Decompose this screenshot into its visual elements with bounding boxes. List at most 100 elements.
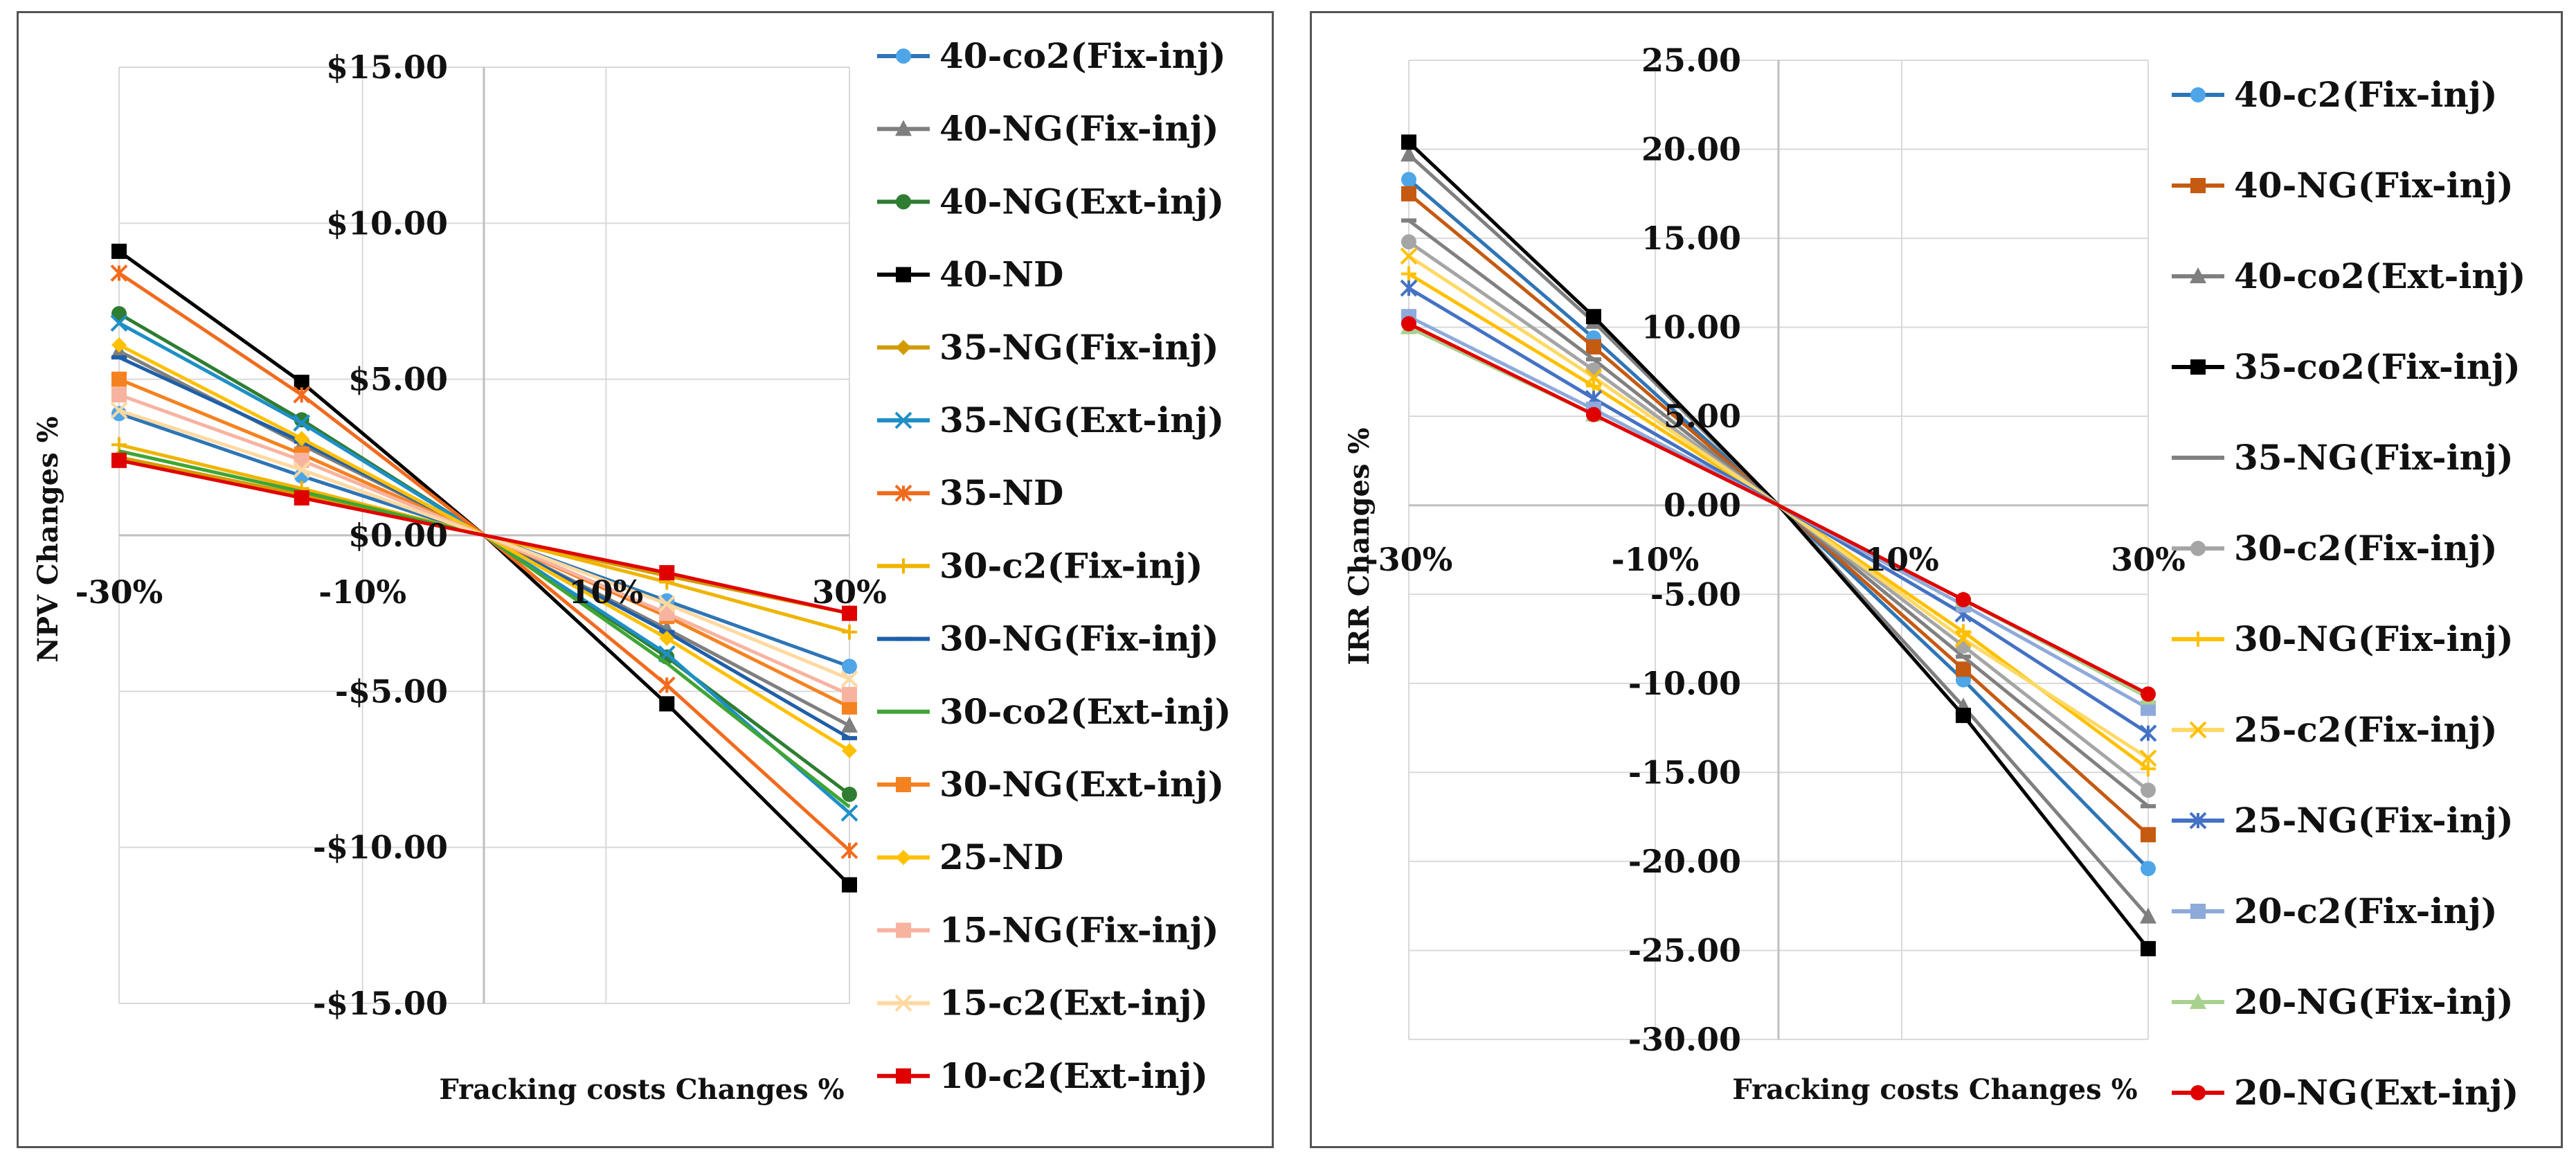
legend-label: 35-co2(Fix-inj) [2234, 346, 2521, 387]
data-point [111, 355, 127, 360]
data-point [1401, 234, 1416, 250]
tick-labels: 25.00 20.00 15.00 10.00 5.00 0.00 -5.00 -10.00 -… [1365, 42, 2186, 1058]
legend-marker [896, 339, 911, 355]
y-tick-label: -30.00 [1628, 1021, 1741, 1058]
legend-marker [894, 484, 912, 502]
data-point [1586, 357, 1601, 361]
data-point [111, 437, 127, 453]
data-point [293, 386, 311, 404]
legend-item: 35-NG(Ext-inj) [877, 400, 1224, 440]
npv-chart-panel: $15.00 $10.00 $5.00 $0.00 -$5.00 -$10.00 -$15.… [17, 11, 1274, 1148]
y-tick-label: -$5.00 [335, 672, 448, 710]
data-point [840, 841, 858, 859]
y-axis-label: IRR Changes % [1343, 428, 1376, 665]
legend-label: 35-ND [939, 472, 1063, 513]
y-tick-label: $5.00 [348, 361, 448, 398]
y-axis-label: NPV Changes % [32, 416, 64, 662]
legend-item: 35-co2(Fix-inj) [2172, 346, 2521, 387]
x-axis-label: Fracking costs Changes % [1732, 1073, 2137, 1106]
data-point [842, 787, 857, 803]
data-point [842, 735, 857, 740]
legend-label: 10-c2(Ext-inj) [939, 1055, 1208, 1096]
y-tick-label: $15.00 [326, 48, 448, 86]
legend-label: 40-NG(Fix-inj) [939, 108, 1219, 149]
data-point [842, 686, 857, 702]
legend-marker [2189, 721, 2207, 739]
y-tick-label: 25.00 [1641, 42, 1741, 79]
data-point [2141, 940, 2156, 956]
y-tick-label: 0.00 [1664, 487, 1741, 524]
y-tick-label: -$10.00 [313, 829, 448, 866]
data-point [1956, 654, 1971, 659]
data-point [1400, 247, 1418, 265]
data-point [1585, 368, 1603, 386]
legend-label: 40-c2(Fix-inj) [2234, 74, 2498, 115]
legend-label: 35-NG(Fix-inj) [2234, 437, 2514, 478]
legend-label: 30-NG(Ext-inj) [939, 764, 1224, 805]
y-tick-label: 5.00 [1664, 397, 1741, 435]
legend-item: 15-c2(Ext-inj) [877, 983, 1208, 1024]
y-tick-label: -15.00 [1628, 753, 1741, 791]
data-point [111, 406, 127, 422]
legend-label: 25-NG(Fix-inj) [2234, 800, 2514, 841]
legend-marker [894, 411, 912, 429]
legend: 40-co2(Fix-inj) 40-NG(Fix-inj) 40-NG(Ext-i… [877, 35, 1231, 1096]
legend-marker [2189, 812, 2207, 830]
data-point [1400, 145, 1417, 162]
data-point [1401, 316, 1416, 332]
legend-item: 10-c2(Ext-inj) [877, 1055, 1208, 1096]
legend-label: 40-co2(Fix-inj) [939, 35, 1226, 76]
tick-labels: $15.00 $10.00 $5.00 $0.00 -$5.00 -$10.00 -$15.… [75, 48, 887, 1022]
irr-chart: 25.00 20.00 15.00 10.00 5.00 0.00 -5.00 -10.00 -… [1343, 42, 2525, 1113]
legend-item: 30-NG(Fix-inj) [877, 618, 1219, 659]
data-point [1586, 406, 1601, 422]
data-point [842, 605, 857, 621]
legend-item: 25-c2(Fix-inj) [2172, 709, 2498, 750]
data-point [1401, 134, 1416, 150]
legend-marker [896, 1068, 911, 1084]
legend-label: 35-NG(Ext-inj) [939, 400, 1224, 440]
data-point [842, 624, 857, 640]
legend-marker [2190, 359, 2206, 375]
data-point [842, 877, 857, 893]
data-point [659, 565, 675, 581]
legend-item: 35-NG(Fix-inj) [877, 327, 1219, 368]
legend: 40-c2(Fix-inj) 40-NG(Fix-inj) 40-co2(Ext-i… [2172, 74, 2525, 1113]
legend-marker [2190, 993, 2206, 1009]
series-10-c2(Ext-inj) [111, 452, 857, 621]
data-point [2139, 724, 2157, 742]
legend-item: 40-ND [877, 254, 1063, 295]
legend-marker [896, 850, 911, 866]
data-point [658, 676, 676, 694]
legend-label: 40-NG(Ext-inj) [939, 181, 1224, 222]
legend-label: 30-NG(Fix-inj) [2234, 618, 2514, 659]
series-lines [110, 243, 858, 893]
x-tick-label: 10% [1864, 541, 1939, 578]
legend-label: 20-c2(Fix-inj) [2234, 891, 2498, 931]
irr-chart-panel: 25.00 20.00 15.00 10.00 5.00 0.00 -5.00 -10.00 -… [1310, 11, 2563, 1148]
legend-marker [2190, 904, 2206, 919]
legend-item: 30-NG(Fix-inj) [2172, 618, 2514, 659]
y-tick-label: 15.00 [1641, 220, 1741, 257]
legend-label: 15-c2(Ext-inj) [939, 983, 1208, 1024]
legend-marker [2190, 267, 2206, 283]
data-point [293, 414, 311, 432]
y-tick-label: -10.00 [1628, 665, 1741, 702]
legend-item: 40-co2(Ext-inj) [2172, 256, 2525, 296]
y-tick-label: 10.00 [1641, 309, 1741, 346]
series-20-NG(Ext-inj) [1401, 316, 2156, 702]
y-tick-label: -20.00 [1628, 843, 1741, 880]
legend-item: 20-NG(Fix-inj) [2172, 981, 2514, 1022]
legend-label: 30-co2(Ext-inj) [939, 691, 1231, 732]
legend-marker [896, 777, 911, 792]
data-point [840, 804, 858, 822]
legend-item: 15-NG(Fix-inj) [877, 909, 1219, 950]
legend-item: 30-c2(Fix-inj) [877, 545, 1203, 586]
legend-marker [896, 267, 911, 283]
legend-label: 20-NG(Ext-inj) [2234, 1072, 2519, 1113]
x-tick-label: 10% [568, 573, 643, 611]
data-point [1586, 339, 1601, 355]
legend-label: 15-NG(Fix-inj) [939, 909, 1219, 950]
data-point [1954, 630, 1972, 647]
x-tick-label: -30% [1365, 541, 1453, 578]
